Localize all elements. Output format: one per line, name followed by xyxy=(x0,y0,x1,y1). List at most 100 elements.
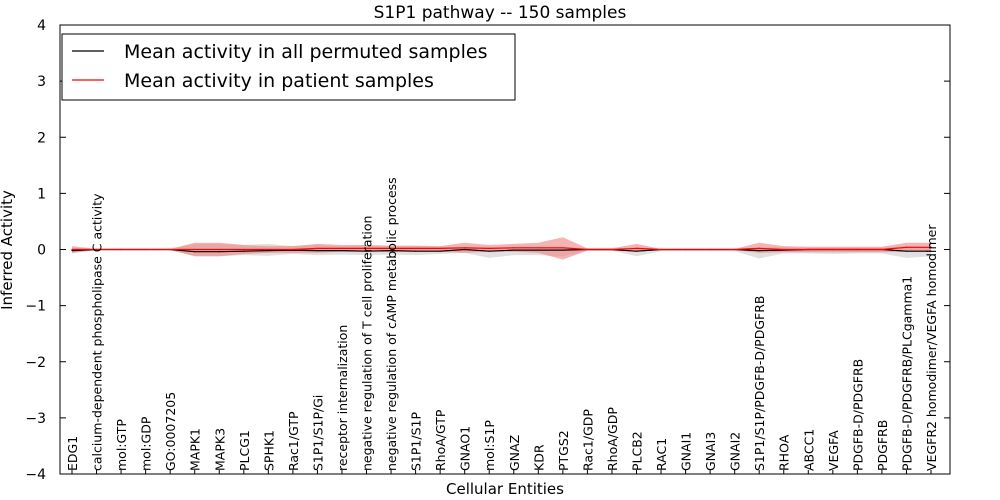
entity-labels: EDG1 calcium-dependent phospholipase C ac… xyxy=(65,177,939,474)
entity-label: GNAZ xyxy=(507,435,522,471)
point-permuted xyxy=(905,250,908,252)
point-patient xyxy=(881,248,883,251)
legend: Mean activity in all permuted samples Me… xyxy=(61,33,516,101)
entity-label: KDR xyxy=(531,444,546,471)
point-patient xyxy=(513,247,515,249)
y-tick-label: −2 xyxy=(25,355,46,371)
point-patient xyxy=(145,248,147,251)
entity-label: SPHK1 xyxy=(261,430,276,471)
line-patient xyxy=(72,246,931,251)
point-permuted xyxy=(71,250,73,252)
entity-label: VEGFR2 homodimer/VEGFA homodimer xyxy=(924,224,939,471)
point-permuted xyxy=(635,250,638,252)
point-patient xyxy=(292,248,294,251)
point-patient xyxy=(341,247,343,249)
point-patient xyxy=(758,247,760,249)
entity-label: GO:0007205 xyxy=(163,392,178,471)
entity-label: mol:GDP xyxy=(139,416,154,471)
entity-label: GNAI1 xyxy=(679,432,694,471)
point-permuted xyxy=(513,249,515,251)
point-patient xyxy=(734,248,736,251)
point-permuted xyxy=(930,250,932,252)
point-patient xyxy=(316,247,319,249)
point-permuted xyxy=(464,248,466,251)
point-patient xyxy=(856,248,858,251)
point-patient xyxy=(783,248,785,251)
point-patient xyxy=(807,248,809,251)
point-patient xyxy=(390,247,392,249)
entity-label: RhoA/GTP xyxy=(433,409,448,471)
entity-label: RHOA xyxy=(777,434,792,471)
point-permuted xyxy=(365,250,368,252)
point-patient xyxy=(488,247,490,249)
point-patient xyxy=(169,248,171,251)
entity-label: negative regulation of cAMP metabolic pr… xyxy=(384,177,399,471)
point-patient xyxy=(635,247,638,249)
point-permuted xyxy=(415,250,417,252)
y-tick-label: −3 xyxy=(25,411,46,427)
y-tick-label: −1 xyxy=(25,299,46,315)
point-patient xyxy=(930,246,932,248)
point-permuted xyxy=(537,249,539,251)
point-patient xyxy=(660,248,662,251)
x-axis-title: Cellular Entities xyxy=(446,480,564,498)
legend-label-permuted: Mean activity in all permuted samples xyxy=(124,41,487,63)
point-patient xyxy=(194,248,196,251)
point-patient xyxy=(832,248,834,251)
entity-label: mol:S1P xyxy=(482,420,497,471)
point-patient xyxy=(709,248,711,251)
entity-label: Rac1/GTP xyxy=(286,411,301,471)
entity-label: EDG1 xyxy=(65,436,80,471)
entity-label: PLCG1 xyxy=(237,430,252,471)
entity-label: negative regulation of T cell proliferat… xyxy=(360,216,375,471)
point-patient xyxy=(905,246,908,248)
point-patient xyxy=(243,248,245,251)
y-tick-label: −4 xyxy=(25,467,46,483)
point-patient xyxy=(684,248,687,251)
y-tick-label: 1 xyxy=(37,186,46,202)
y-tick-label: 4 xyxy=(37,18,46,34)
y-tick-label: 2 xyxy=(37,130,46,146)
entity-label: MAPK3 xyxy=(212,428,227,471)
entity-label: RAC1 xyxy=(654,438,669,471)
point-permuted xyxy=(194,251,196,253)
point-permuted xyxy=(390,250,392,252)
entity-label: PLCB2 xyxy=(629,431,644,471)
point-patient xyxy=(415,247,417,249)
entity-label: PDGFB-D/PDGFRB/PLCgamma1 xyxy=(899,276,914,471)
point-patient xyxy=(95,248,98,251)
point-patient xyxy=(365,247,368,249)
point-permuted xyxy=(243,250,245,252)
legend-label-patient: Mean activity in patient samples xyxy=(124,70,434,92)
entity-label: GNAI2 xyxy=(728,432,743,471)
entity-label: S1P1/S1P/PDGFB-D/PDGFRB xyxy=(752,296,767,472)
point-patient xyxy=(120,248,122,251)
point-patient xyxy=(71,248,73,251)
entity-label: RhoA/GDP xyxy=(605,407,620,471)
entity-label: GNAI3 xyxy=(703,432,718,471)
point-permuted xyxy=(562,249,564,251)
entity-label: receptor internalization xyxy=(335,325,350,471)
entity-label: S1P1/S1P/Gi xyxy=(310,395,325,471)
point-permuted xyxy=(316,250,319,252)
point-patient xyxy=(537,247,539,249)
point-patient xyxy=(464,247,466,249)
point-permuted xyxy=(267,250,269,252)
entity-label: PDGFB-D/PDGFRB xyxy=(850,359,865,471)
entity-label: MAPK1 xyxy=(188,428,203,471)
point-permuted xyxy=(439,250,441,252)
entity-label: mol:GTP xyxy=(114,419,129,471)
chart-title: S1P1 pathway -- 150 samples xyxy=(374,3,627,23)
y-axis-title: Inferred Activity xyxy=(0,190,16,310)
point-permuted xyxy=(218,251,220,253)
point-permuted xyxy=(758,250,760,252)
entity-label: GNAO1 xyxy=(458,426,473,471)
point-permuted xyxy=(488,250,490,252)
point-patient xyxy=(218,248,220,251)
entity-label: ABCC1 xyxy=(801,429,816,471)
point-permuted xyxy=(341,250,343,252)
entity-label: PDGFRB xyxy=(875,420,890,471)
entity-label: Rac1/GDP xyxy=(580,409,595,471)
y-tick-label: 3 xyxy=(37,74,46,90)
